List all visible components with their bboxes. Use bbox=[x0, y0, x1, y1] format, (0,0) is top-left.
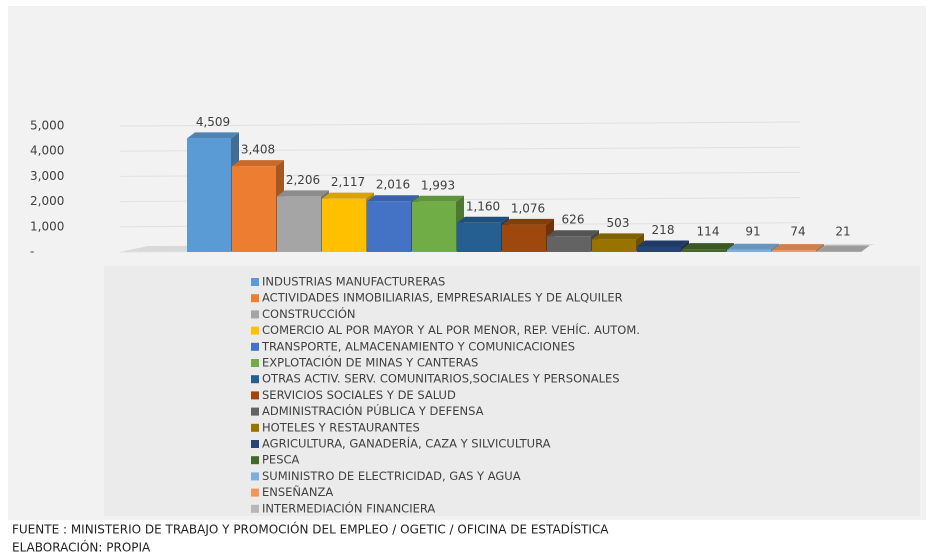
y-tick-label: 2,000 bbox=[30, 194, 64, 208]
bar bbox=[502, 224, 546, 252]
bar-top bbox=[592, 233, 644, 240]
bar-top bbox=[727, 243, 779, 250]
data-label: 503 bbox=[607, 216, 630, 230]
bar bbox=[277, 196, 321, 252]
bar-side bbox=[816, 244, 824, 252]
bar bbox=[457, 222, 501, 252]
source-note: FUENTE : MINISTERIO DE TRABAJO Y PROMOCI… bbox=[12, 522, 609, 537]
data-label: 4,509 bbox=[196, 115, 230, 129]
bar-top bbox=[322, 192, 374, 199]
data-label: 3,408 bbox=[241, 143, 275, 157]
bar bbox=[637, 246, 681, 252]
legend-swatch bbox=[251, 407, 259, 416]
legend-label: HOTELES Y RESTAURANTES bbox=[262, 420, 420, 434]
legend-swatch bbox=[251, 342, 259, 351]
data-label: 91 bbox=[745, 225, 760, 239]
data-label: 1,076 bbox=[511, 201, 545, 215]
legend-label: INDUSTRIAS MANUFACTURERAS bbox=[262, 275, 445, 289]
y-tick-label: 5,000 bbox=[30, 119, 64, 133]
bar bbox=[772, 250, 816, 252]
y-tick-label: - bbox=[30, 245, 34, 259]
legend-swatch bbox=[251, 310, 259, 319]
data-label: 2,117 bbox=[331, 175, 365, 189]
bar bbox=[232, 166, 276, 252]
bar bbox=[367, 201, 411, 252]
legend-label: ADMINISTRACIÓN PÚBLICA Y DEFENSA bbox=[262, 403, 484, 418]
data-label: 74 bbox=[790, 225, 805, 239]
legend-label: OTRAS ACTIV. SERV. COMUNITARIOS,SOCIALES… bbox=[262, 372, 620, 386]
legend-swatch bbox=[251, 504, 259, 513]
data-label: 21 bbox=[835, 225, 850, 239]
legend-swatch bbox=[251, 488, 259, 497]
legend-swatch bbox=[251, 423, 259, 432]
bar bbox=[322, 198, 366, 252]
legend-label: ACTIVIDADES INMOBILIARIAS, EMPRESARIALES… bbox=[262, 291, 623, 305]
legend-label: ENSEÑANZA bbox=[262, 484, 333, 499]
data-label: 1,160 bbox=[466, 199, 500, 213]
bar bbox=[682, 249, 726, 252]
bar bbox=[187, 138, 231, 252]
bar-top bbox=[547, 230, 599, 237]
bar-top bbox=[457, 216, 509, 223]
bar-top bbox=[682, 243, 734, 250]
bar bbox=[817, 251, 861, 252]
bar-top bbox=[502, 218, 554, 225]
bar-top bbox=[412, 195, 464, 202]
y-tick-label: 3,000 bbox=[30, 169, 64, 183]
legend-swatch bbox=[251, 375, 259, 384]
bar bbox=[727, 249, 771, 252]
data-label: 2,016 bbox=[376, 178, 410, 192]
legend-box bbox=[104, 266, 920, 516]
legend-label: COMERCIO AL POR MAYOR Y AL POR MENOR, RE… bbox=[262, 322, 640, 337]
legend-label: PESCA bbox=[262, 453, 300, 467]
legend-swatch bbox=[251, 391, 259, 400]
legend-label: CONSTRUCCIÓN bbox=[262, 306, 356, 321]
y-tick-label: 4,000 bbox=[30, 144, 64, 158]
data-label: 218 bbox=[652, 223, 675, 237]
legend-swatch bbox=[251, 278, 259, 286]
legend-swatch bbox=[251, 294, 259, 303]
bar bbox=[592, 239, 636, 252]
grid-line bbox=[119, 121, 801, 127]
legend-label: INTERMEDIACIÓN FINANCIERA bbox=[262, 500, 435, 515]
data-label: 114 bbox=[697, 225, 720, 239]
legend-swatch bbox=[251, 440, 259, 448]
bar bbox=[547, 236, 591, 252]
legend-swatch bbox=[251, 359, 259, 367]
bar-top bbox=[232, 160, 284, 167]
data-label: 2,206 bbox=[286, 173, 320, 187]
legend-swatch bbox=[251, 456, 259, 465]
bar-top bbox=[367, 195, 419, 202]
legend-label: SUMINISTRO DE ELECTRICIDAD, GAS Y AGUA bbox=[262, 469, 521, 483]
bar-top bbox=[187, 132, 239, 139]
bar-top bbox=[277, 190, 329, 197]
bar bbox=[412, 201, 456, 252]
legend-label: SERVICIOS SOCIALES Y DE SALUD bbox=[262, 388, 456, 402]
legend-label: TRANSPORTE, ALMACENAMIENTO Y COMUNICACIO… bbox=[261, 339, 575, 353]
bar-top bbox=[817, 245, 869, 252]
legend-swatch bbox=[251, 472, 259, 481]
data-label: 1,993 bbox=[421, 178, 455, 192]
bar-side bbox=[861, 245, 869, 252]
credit-note: ELABORACIÓN: PROPIA bbox=[12, 540, 151, 555]
legend-swatch bbox=[251, 326, 259, 335]
bar-top bbox=[772, 244, 824, 251]
y-tick-label: 1,000 bbox=[30, 219, 64, 233]
legend-label: EXPLOTACIÓN DE MINAS Y CANTERAS bbox=[262, 355, 478, 370]
data-label: 626 bbox=[562, 213, 585, 227]
legend-label: AGRICULTURA, GANADERÍA, CAZA Y SILVICULT… bbox=[262, 436, 551, 451]
bar-top bbox=[637, 240, 689, 247]
